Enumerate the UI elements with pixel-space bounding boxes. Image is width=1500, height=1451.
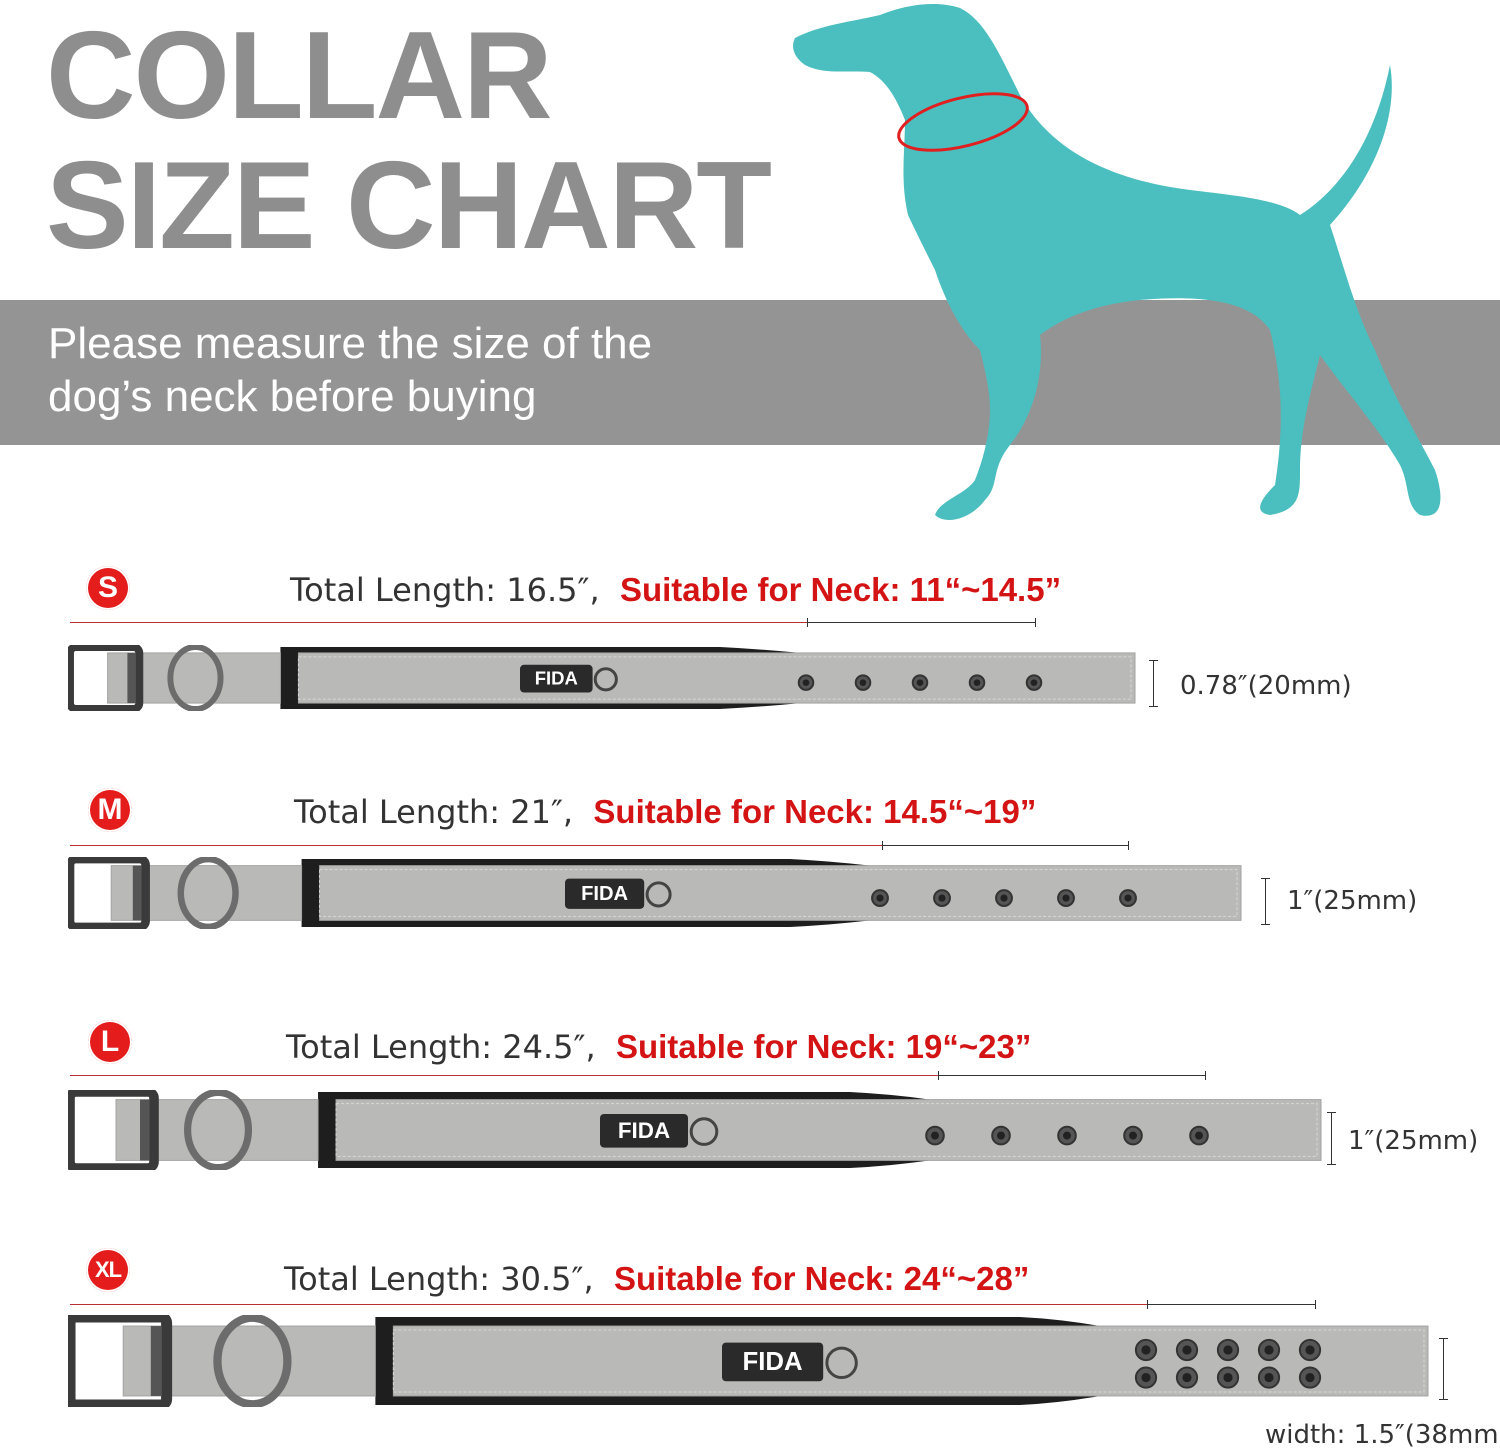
width-marker	[1149, 660, 1158, 707]
collar-width: 1″(25mm)	[1348, 1126, 1479, 1156]
range-tick	[1205, 1071, 1206, 1080]
range-tick	[938, 1071, 939, 1080]
d-ring-icon	[213, 1315, 292, 1407]
neck-range: Suitable for Neck: 19“~23”	[615, 1028, 1032, 1065]
range-tick	[807, 618, 808, 627]
instruction-line-2: dog’s neck before buying	[48, 372, 537, 421]
size-description: Total Length: 30.5″, Suitable for Neck: …	[284, 1260, 1029, 1298]
total-length: Total Length: 16.5″,	[290, 571, 600, 609]
collar-width: 1″(25mm)	[1287, 886, 1418, 916]
neck-range: Suitable for Neck: 11“~14.5”	[619, 571, 1062, 608]
brand-logo: FIDA	[743, 1348, 803, 1376]
dog-silhouette-icon	[793, 4, 1441, 520]
adjustable-range-line	[938, 1075, 1205, 1076]
d-ring-icon	[167, 645, 224, 711]
brand-logo: FIDA	[618, 1118, 670, 1143]
d-ring-icon	[177, 857, 239, 929]
collar-image: FIDA	[68, 857, 1242, 929]
range-tick	[1315, 1300, 1316, 1309]
collar-image: FIDA	[68, 1315, 1429, 1407]
total-length: Total Length: 30.5″,	[284, 1260, 594, 1298]
buckle-icon	[68, 1090, 159, 1170]
neck-range: Suitable for Neck: 24“~28”	[613, 1260, 1030, 1297]
size-badge: L	[88, 1020, 132, 1064]
adjustable-range-line	[882, 845, 1128, 846]
brand-logo: FIDA	[535, 668, 578, 689]
adjustable-min-line	[70, 1075, 938, 1076]
range-tick	[1035, 618, 1036, 627]
adjustable-min-line	[70, 1304, 1147, 1305]
size-badge: M	[88, 788, 132, 832]
size-description: Total Length: 24.5″, Suitable for Neck: …	[286, 1028, 1031, 1066]
collar-width: 0.78″(20mm)	[1180, 671, 1352, 701]
fida-tag	[565, 878, 645, 909]
strap	[297, 652, 1136, 704]
total-length: Total Length: 21″,	[294, 793, 574, 831]
strap	[335, 1099, 1322, 1161]
fida-tag	[520, 664, 593, 693]
collar-indicator	[897, 92, 1029, 152]
size-badge: XL	[86, 1248, 130, 1292]
strap	[392, 1325, 1429, 1397]
brand-logo: FIDA	[581, 883, 628, 905]
instruction-band	[0, 300, 1500, 445]
strap	[319, 865, 1242, 921]
adjustable-range-line	[1147, 1304, 1315, 1305]
width-marker	[1439, 1338, 1448, 1400]
collar-image: FIDA	[68, 645, 1136, 711]
size-description: Total Length: 16.5″, Suitable for Neck: …	[290, 571, 1061, 609]
fida-tag	[600, 1114, 688, 1148]
title-line-1: COLLAR	[46, 7, 553, 145]
title-line-2: SIZE CHART	[46, 137, 772, 275]
size-description: Total Length: 21″, Suitable for Neck: 14…	[294, 793, 1036, 831]
adjustable-min-line	[70, 845, 882, 846]
adjustable-range-line	[807, 622, 1035, 623]
range-tick	[1128, 841, 1129, 850]
range-tick	[882, 841, 883, 850]
buckle-icon	[68, 857, 150, 929]
collar-width: width: 1.5″(38mm)	[1265, 1420, 1500, 1450]
neck-range: Suitable for Neck: 14.5“~19”	[593, 793, 1037, 830]
d-ring-icon	[184, 1090, 253, 1170]
range-tick	[1147, 1300, 1148, 1309]
buckle-icon	[68, 1315, 173, 1407]
adjustable-min-line	[70, 622, 807, 623]
buckle-icon	[68, 645, 144, 711]
total-length: Total Length: 24.5″,	[286, 1028, 596, 1066]
width-marker	[1327, 1112, 1336, 1165]
fida-tag	[722, 1342, 824, 1382]
instruction-line-1: Please measure the size of the	[48, 319, 653, 368]
size-badge: S	[86, 566, 130, 610]
collar-image: FIDA	[68, 1090, 1322, 1170]
width-marker	[1261, 878, 1270, 925]
